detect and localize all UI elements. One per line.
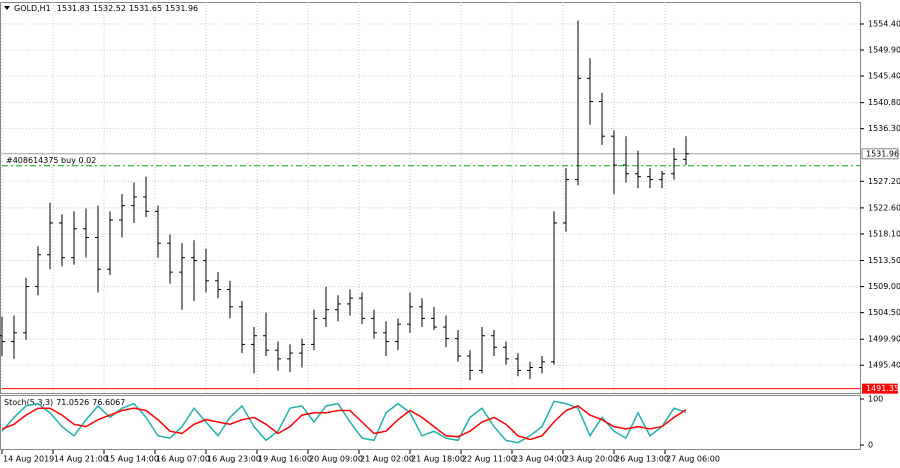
y-tick-label: 1518.10 (868, 229, 900, 238)
header-value: 1532.52 (93, 4, 126, 13)
x-tick-label: 21 Aug 18:00 (411, 455, 465, 464)
menu-arrow[interactable] (4, 6, 10, 10)
header-value: 1531.65 (129, 4, 162, 13)
header: GOLD,H1 1531.83 1532.52 1531.65 1531.96 (14, 4, 198, 13)
y-tick-label: 100 (868, 395, 883, 404)
x-tick-label: 15 Aug 14:00 (105, 455, 159, 464)
x-tick-label: 27 Aug 06:00 (666, 455, 720, 464)
x-tick-label: 14 Aug 2019 (3, 455, 54, 464)
y-tick-label: 1540.80 (868, 98, 900, 107)
indicator-value: 76.6067 (92, 398, 125, 407)
indicator-name: Stoch(5,3,3) (4, 398, 53, 407)
y-tick-label: 1509.00 (868, 282, 900, 291)
y-tick-label: 1504.50 (868, 308, 900, 317)
y-tick-label: 0 (868, 441, 873, 450)
symbol: GOLD,H1 (14, 4, 51, 13)
y-tick-label: 1495.40 (868, 361, 900, 370)
x-tick-label: 16 Aug 07:00 (156, 455, 210, 464)
current-price-box (861, 148, 899, 160)
x-tick-label: 19 Aug 16:00 (258, 455, 312, 464)
stoch-frame (0, 395, 861, 450)
stoch-line (1, 405, 687, 441)
x-tick-label: 21 Aug 02:00 (360, 455, 414, 464)
indicator-value: 71.0526 (56, 398, 89, 407)
y-tick-label: 1513.50 (868, 256, 900, 265)
y-tick-label: 1499.90 (868, 335, 900, 344)
main-frame (0, 2, 861, 394)
y-tick-label: 1527.20 (868, 177, 900, 186)
x-tick-label: 26 Aug 13:00 (615, 455, 669, 464)
y-tick-label: 1554.40 (868, 19, 900, 28)
y-tick-label: 1549.90 (868, 46, 900, 55)
stoch-label: Stoch(5,3,3) 71.0526 76.6067 (4, 398, 125, 407)
stop-label: 1491.35 (866, 384, 899, 393)
x-tick-label: 23 Aug 04:00 (513, 455, 567, 464)
x-tick-label: 14 Aug 21:00 (54, 455, 108, 464)
x-tick-label: 16 Aug 23:00 (207, 455, 261, 464)
y-tick-label: 1536.30 (868, 124, 900, 133)
x-tick-label: 23 Aug 20:00 (564, 455, 618, 464)
stop-box (862, 383, 898, 394)
header-value: 1531.96 (165, 4, 198, 13)
order-label: #408614375 buy 0.02 (6, 156, 96, 165)
current-price-label: 1531.96 (866, 149, 899, 158)
y-tick-label: 1522.60 (868, 203, 900, 212)
x-tick-label: 22 Aug 11:00 (462, 455, 516, 464)
x-tick-label: 20 Aug 09:00 (309, 455, 363, 464)
y-tick-label: 1545.40 (868, 72, 900, 81)
header-value: 1531.83 (57, 4, 90, 13)
